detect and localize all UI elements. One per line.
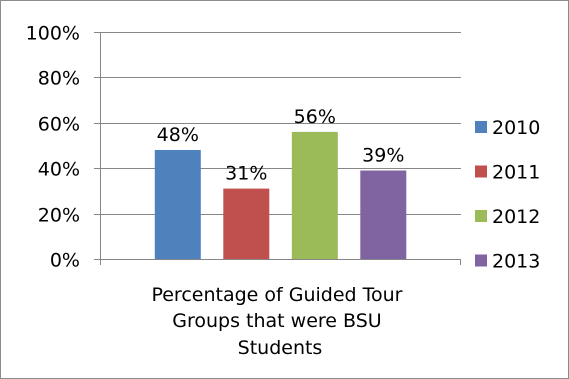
bar-2012 (291, 131, 338, 259)
y-tick-label-3: 60% (38, 114, 80, 136)
bars (154, 131, 407, 259)
category-label-line-3: Students (238, 337, 323, 359)
legend-label-2012: 2012 (492, 206, 540, 228)
data-label-2012: 56% (294, 106, 336, 128)
y-axis: 0% 20% 40% 60% 80% 100% (26, 23, 101, 272)
bar-2010 (154, 150, 201, 259)
y-tick-label-5: 100% (26, 23, 80, 45)
bar-2013 (360, 170, 407, 259)
legend-swatch-2013 (475, 254, 487, 267)
legend-label-2011: 2011 (492, 162, 540, 184)
y-tick-label-0: 0% (50, 250, 80, 272)
category-label-line-2: Groups that were BSU (172, 310, 381, 332)
category-label: Percentage of Guided Tour Groups that we… (151, 284, 408, 359)
data-label-2011: 31% (225, 163, 267, 185)
category-label-line-1: Percentage of Guided Tour (151, 284, 402, 306)
legend-label-2010: 2010 (492, 117, 540, 139)
y-tick-label-4: 80% (38, 68, 80, 90)
y-tick-label-2: 40% (38, 159, 80, 181)
data-label-2010: 48% (157, 124, 199, 146)
legend-swatch-2011 (475, 165, 487, 178)
legend: 2010 2011 2012 2013 (475, 117, 540, 273)
legend-swatch-2010 (475, 121, 487, 133)
legend-label-2013: 2013 (492, 251, 540, 273)
data-labels: 48% 31% 56% 39% (157, 106, 405, 185)
y-tick-label-1: 20% (38, 205, 80, 227)
legend-swatch-2012 (475, 210, 487, 222)
data-label-2013: 39% (362, 145, 404, 167)
bar-2011 (223, 188, 270, 259)
